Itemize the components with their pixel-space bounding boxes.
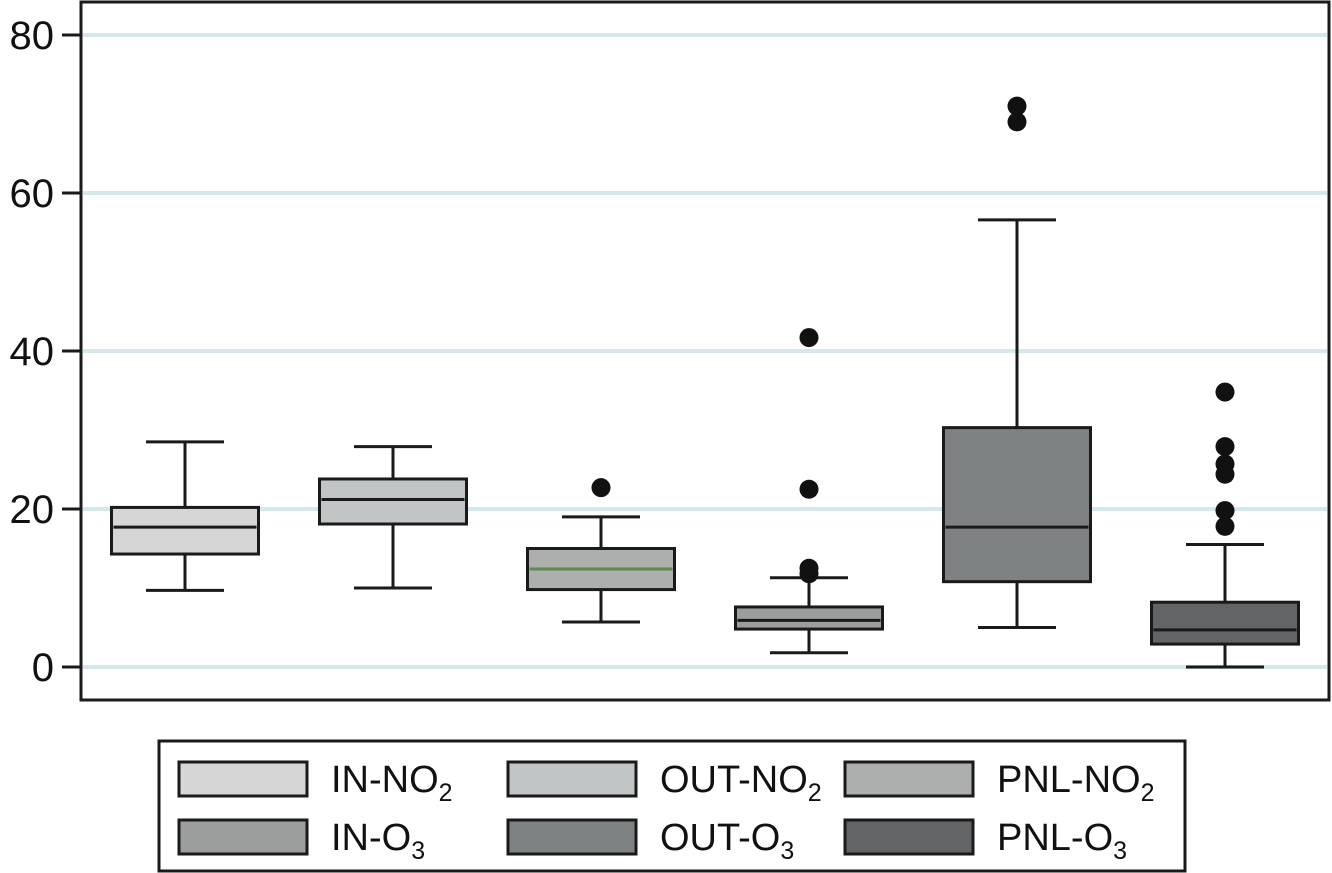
box-pnl-o3 xyxy=(1150,382,1300,669)
legend-label-text: PNL-O xyxy=(997,817,1113,859)
outlier-point xyxy=(1007,112,1027,132)
outlier-point xyxy=(1215,382,1235,402)
legend-label-text: PNL-NO xyxy=(997,759,1141,801)
iqr-box xyxy=(110,505,260,556)
outlier-point xyxy=(1215,437,1235,457)
legend-label-text: OUT-O xyxy=(660,817,780,859)
legend-label-text: IN-NO xyxy=(331,759,439,801)
box-out-no2 xyxy=(318,445,468,590)
legend-label: PNL-NO2 xyxy=(997,759,1154,807)
outlier-point xyxy=(591,478,611,498)
legend-label-subscript: 3 xyxy=(411,837,425,865)
iqr-box xyxy=(942,426,1092,584)
legend-label: OUT-O3 xyxy=(660,817,794,865)
legend-label: IN-NO2 xyxy=(331,759,453,807)
box-series xyxy=(110,96,1300,669)
y-tick-label: 40 xyxy=(10,330,55,374)
y-tick-label: 60 xyxy=(10,172,55,216)
legend-swatch xyxy=(843,760,975,798)
outlier-point xyxy=(799,479,819,499)
iqr-box xyxy=(1150,600,1300,646)
box-out-o3 xyxy=(942,96,1092,629)
gridlines xyxy=(83,33,1327,669)
outlier-point xyxy=(1007,96,1027,116)
legend-swatch xyxy=(506,818,638,856)
legend-frame xyxy=(157,739,1187,873)
legend-label-subscript: 2 xyxy=(439,779,453,807)
y-tick-label: 0 xyxy=(32,646,54,690)
legend-label-subscript: 3 xyxy=(1113,837,1127,865)
legend-label-subscript: 2 xyxy=(808,779,822,807)
outlier-point xyxy=(1215,516,1235,536)
outlier-point xyxy=(799,558,819,578)
legend-label: IN-O3 xyxy=(331,817,425,865)
legend-label-subscript: 3 xyxy=(780,837,794,865)
y-tick-label: 20 xyxy=(10,488,55,532)
legend-swatch xyxy=(843,818,975,856)
legend-swatch xyxy=(177,760,309,798)
legend-label-text: OUT-NO xyxy=(660,759,808,801)
iqr-box xyxy=(318,477,468,526)
y-axis: 0 20 40 60 80 xyxy=(10,14,82,690)
legend-label: PNL-O3 xyxy=(997,817,1127,865)
legend-label: OUT-NO2 xyxy=(660,759,822,807)
legend-label-text: IN-O xyxy=(331,817,411,859)
legend-swatch xyxy=(506,760,638,798)
legend-label-subscript: 2 xyxy=(1141,779,1155,807)
outlier-point xyxy=(1215,454,1235,474)
outlier-point xyxy=(799,328,819,348)
y-tick-label: 80 xyxy=(10,14,55,58)
box-pnl-no2 xyxy=(526,478,676,624)
box-in-no2 xyxy=(110,440,260,592)
outlier-point xyxy=(1215,501,1235,521)
legend-swatch xyxy=(177,818,309,856)
box-in-o3 xyxy=(734,328,884,655)
iqr-box xyxy=(734,605,884,631)
plot-frame xyxy=(79,0,1331,702)
